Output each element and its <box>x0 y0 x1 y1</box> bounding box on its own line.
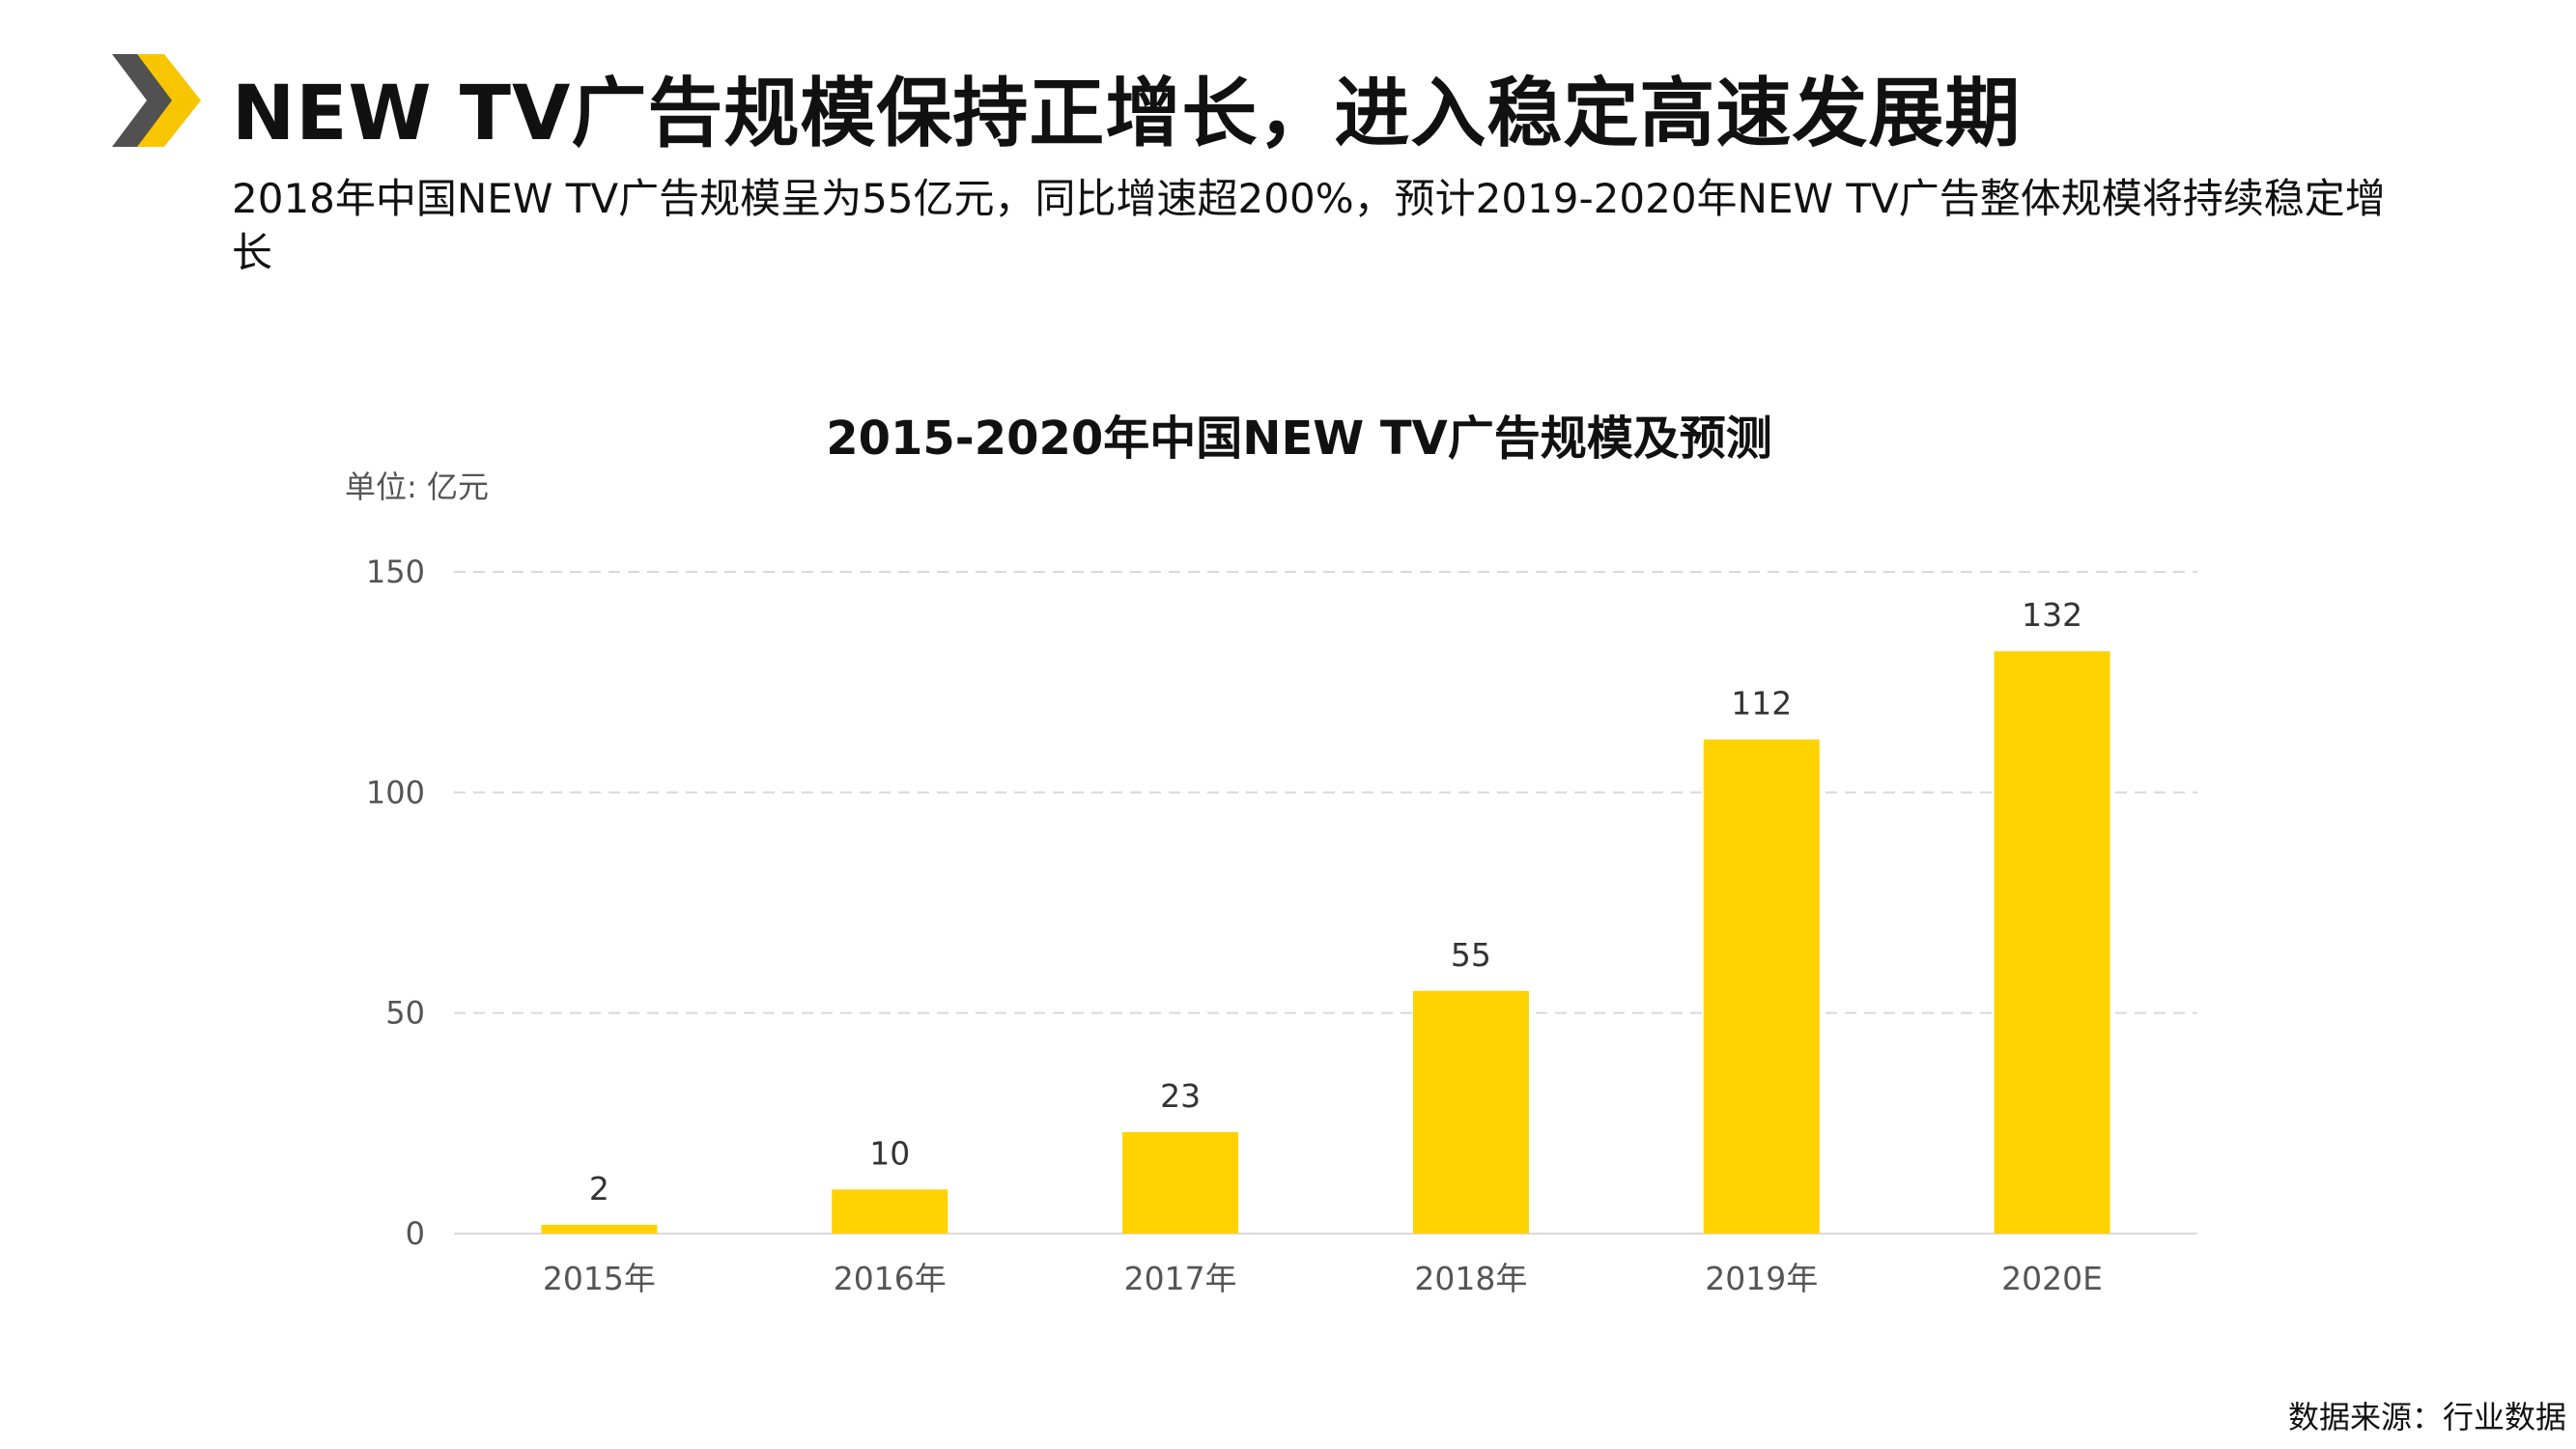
y-tick-label: 100 <box>366 774 425 810</box>
bar <box>541 1224 658 1234</box>
x-tick-label: 2019年 <box>1705 1260 1818 1297</box>
bar <box>832 1189 948 1234</box>
data-label: 132 <box>2022 596 2082 634</box>
data-source: 数据来源：行业数据 <box>2287 1399 2566 1435</box>
y-tick-label: 150 <box>366 554 425 590</box>
y-tick-label: 0 <box>406 1215 425 1252</box>
data-label: 112 <box>1731 685 1792 723</box>
x-tick-label: 2017年 <box>1124 1260 1237 1297</box>
bar <box>1122 1131 1239 1234</box>
bar <box>1412 990 1529 1234</box>
x-tick-label: 2015年 <box>543 1260 656 1297</box>
bar <box>1703 739 1820 1234</box>
chart-title: 2015-2020年中国NEW TV广告规模及预测 <box>826 412 1772 466</box>
y-tick-label: 50 <box>385 995 425 1032</box>
page-subtitle: 2018年中国NEW TV广告规模呈为55亿元，同比增速超200%，预计2019… <box>232 175 2386 276</box>
x-tick-label: 2018年 <box>1414 1260 1527 1297</box>
x-tick-label: 2016年 <box>834 1260 947 1297</box>
x-tick-label: 2020E <box>2001 1260 2103 1297</box>
data-label: 10 <box>869 1134 910 1172</box>
data-label: 55 <box>1451 936 1491 974</box>
data-label: 23 <box>1160 1077 1201 1115</box>
unit-label: 单位: 亿元 <box>345 469 489 505</box>
double-chevron-icon <box>112 54 201 147</box>
bar <box>1994 651 2110 1234</box>
data-label: 2 <box>589 1170 609 1208</box>
page-title: NEW TV广告规模保持正增长，进入稳定高速发展期 <box>232 71 2022 157</box>
